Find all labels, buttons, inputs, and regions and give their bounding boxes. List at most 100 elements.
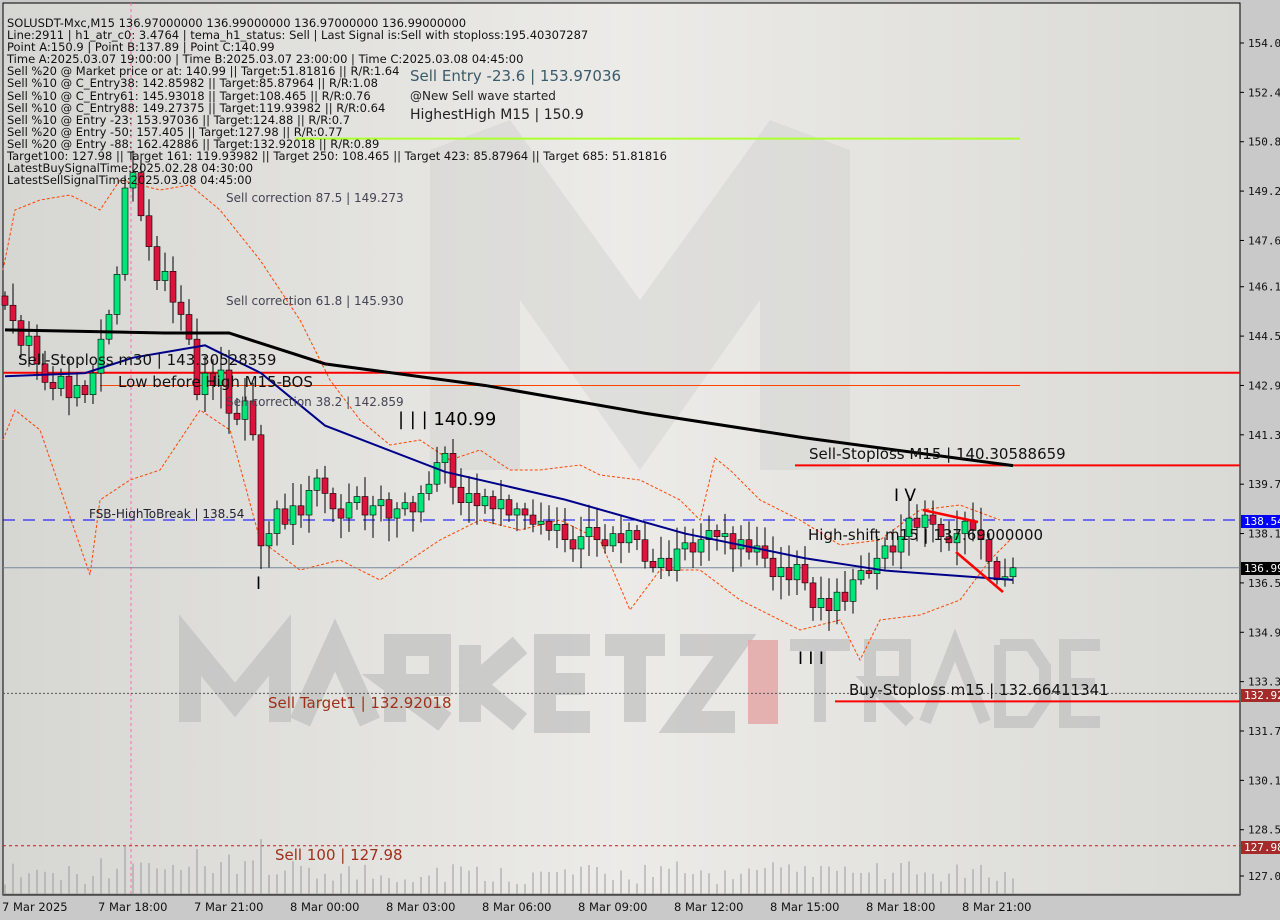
candle-bear (521, 508, 529, 516)
sell-100-label: Sell 100 | 127.98 (275, 846, 403, 864)
y-tick-label: 142.9 (1248, 379, 1280, 392)
time-tick: 8 Mar 09:00 (578, 900, 648, 914)
candle-bear (321, 477, 329, 494)
info-line: Sell %20 @ Entry -88: 162.42886 || Targe… (7, 136, 380, 151)
candle-bull (105, 314, 113, 340)
candle-bear (249, 400, 257, 436)
y-tick-label: 144.5 (1248, 330, 1280, 343)
candle-bull (849, 579, 857, 602)
candle-bull (513, 508, 521, 516)
candle-bull (697, 539, 705, 553)
price-badge-target1: 132.92 (1241, 689, 1280, 702)
info-panel: SOLUSDT-Mxc,M15 136.97000000 136.9900000… (7, 17, 667, 186)
candle-bull (881, 545, 889, 559)
candle-bear (977, 530, 985, 541)
info-line: Sell %20 @ Entry -50: 157.405 || Target:… (7, 124, 343, 139)
plot-background (2, 2, 1241, 896)
buy-stoploss-label: Buy-Stoploss m15 | 132.66411341 (849, 681, 1109, 699)
candle-bull (313, 477, 321, 491)
candle-bear (209, 372, 217, 386)
candle-bull (553, 523, 561, 531)
candle-bull (857, 570, 865, 581)
candle-bear (225, 369, 233, 414)
low-before-high-label: Low before High M15-BOS (118, 373, 313, 391)
candle-bear (665, 557, 673, 571)
y-tick-label: 146.1 (1248, 281, 1280, 294)
candle-bull (113, 274, 121, 315)
candle-bull (609, 533, 617, 547)
time-tick: 8 Mar 12:00 (674, 900, 744, 914)
candle-bear (641, 539, 649, 562)
watermark-logo (430, 120, 850, 470)
sell-stoploss-m30-label: Sell-Stoploss m30 | 143.30528359 (18, 351, 277, 369)
time-tick: 7 Mar 21:00 (194, 900, 264, 914)
candle-bear (841, 591, 849, 602)
y-tick-label: 147.6 (1248, 234, 1280, 247)
candle-bear (929, 514, 937, 525)
candle-bear (993, 561, 1001, 581)
candle-bear (769, 557, 777, 578)
highest-high-label: HighestHigh M15 | 150.9 (410, 107, 584, 123)
y-tick-label: 133.3 (1248, 676, 1280, 689)
candle-bear (297, 505, 305, 516)
candle-bear (49, 382, 57, 389)
time-tick: 8 Mar 00:00 (290, 900, 360, 914)
candle-bull (129, 172, 137, 189)
candle-bear (41, 363, 49, 383)
candle-bear (337, 508, 345, 519)
wedge-lower-line (955, 551, 1004, 593)
candle-bear (329, 493, 337, 510)
candle-bull (401, 502, 409, 510)
candle-bear (489, 496, 497, 510)
fsb-high-label: FSB-HighToBreak | 138.54 (89, 507, 245, 521)
info-line: LatestBuySignalTime:2025.02.28 04:30:00 (7, 161, 254, 176)
candle-bull (673, 548, 681, 571)
candle-bull (369, 505, 377, 516)
time-tick: 8 Mar 06:00 (482, 900, 552, 914)
y-tick-label: 139.7 (1248, 478, 1280, 491)
candle-bear (81, 385, 89, 396)
candle-bear (529, 514, 537, 525)
info-line: Sell %10 @ C_Entry38: 142.85982 || Targe… (7, 76, 378, 91)
y-tick-label: 127.0 (1248, 870, 1280, 883)
candle-bear (633, 530, 641, 541)
candle-bear (233, 412, 241, 420)
candle-bear (449, 453, 457, 488)
y-tick-label: 150.8 (1248, 136, 1280, 149)
candle-bear (9, 304, 17, 321)
candle-bear (257, 434, 265, 547)
y-tick-label: 134.9 (1248, 626, 1280, 639)
candle-bull (681, 542, 689, 550)
info-line: Point A:150.9 | Point B:137.89 | Point C… (7, 40, 275, 55)
y-tick-label: 136.5 (1248, 577, 1280, 590)
candle-bull (873, 557, 881, 574)
candle-bull (161, 271, 169, 281)
candle-bear (937, 523, 945, 537)
watermark-bar (748, 640, 778, 724)
candle-bear (785, 567, 793, 581)
candle-bull (201, 372, 209, 396)
candle-bear (809, 582, 817, 608)
price-badge-fsb: 138.54 (1241, 515, 1280, 528)
candle-bear (889, 545, 897, 553)
y-tick-label: 130.1 (1248, 774, 1280, 787)
sell-correction-61-label: Sell correction 61.8 | 145.930 (226, 294, 404, 308)
candle-bear (617, 533, 625, 544)
info-line: Time A:2025.03.07 19:00:00 | Time B:2025… (7, 52, 524, 67)
sell-stoploss-m15-label: Sell-Stoploss M15 | 140.30588659 (809, 445, 1066, 463)
y-tick-label: 154.0 (1248, 37, 1280, 50)
candle-bull (353, 496, 361, 503)
symbol-title: SOLUSDT-Mxc,M15 136.97000000 136.9900000… (7, 16, 467, 30)
candle-bull (57, 375, 65, 389)
info-line: Sell %10 @ C_Entry88: 149.27375 || Targe… (7, 100, 386, 115)
candle-bear (385, 499, 393, 519)
high-shift-label: High-shift m15 | 137.69000000 (808, 526, 1044, 544)
info-line: Sell %10 @ C_Entry61: 145.93018 || Targe… (7, 88, 371, 103)
candle-bull (425, 483, 433, 494)
candle-bear (729, 533, 737, 550)
candle-bear (1, 295, 9, 306)
candle-bear (185, 314, 193, 340)
candle-bull (121, 187, 129, 275)
point-c-label: | | | 140.99 (398, 409, 497, 430)
